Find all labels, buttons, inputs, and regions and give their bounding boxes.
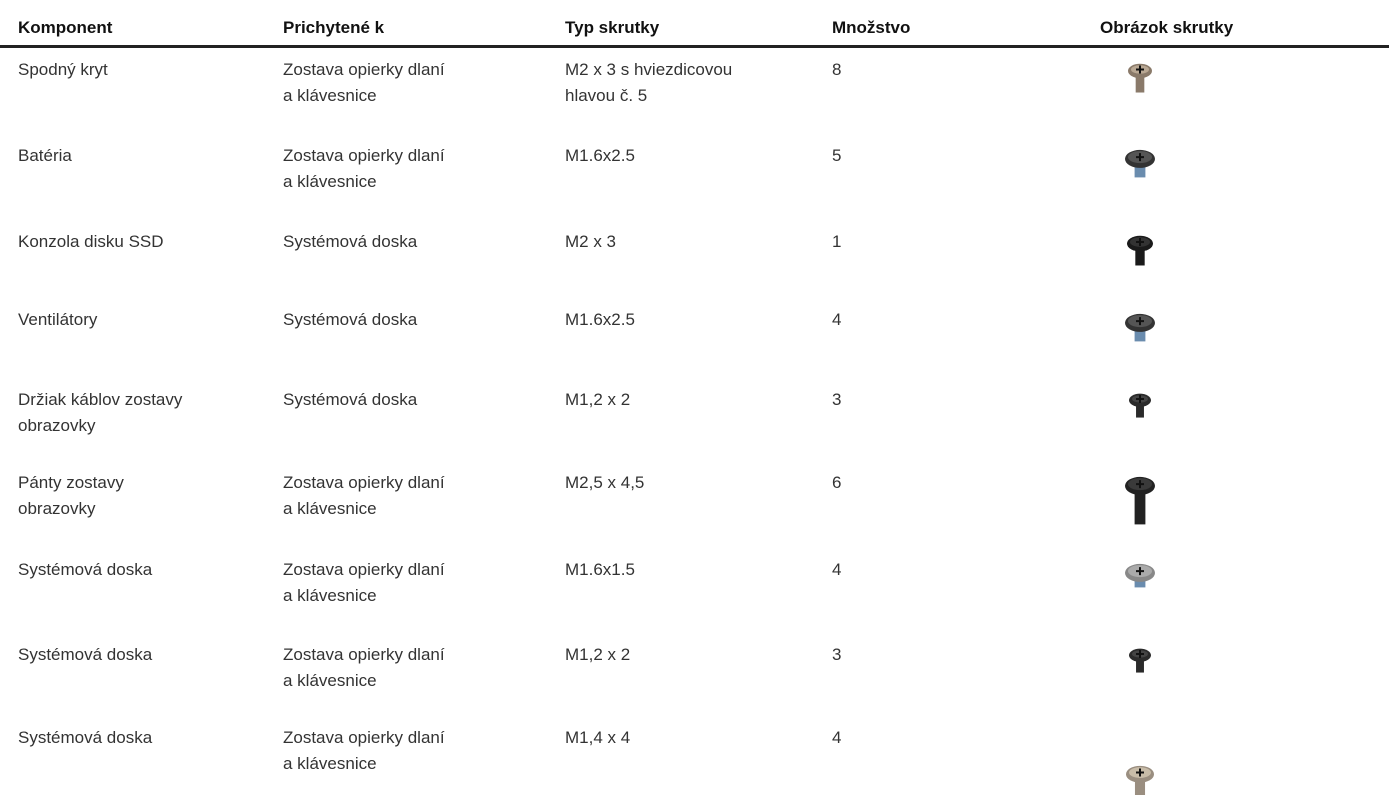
cell-line: M2,5 x 4,5 (565, 473, 645, 492)
cell-line: Zostava opierky dlaní (283, 60, 445, 79)
cell-line: a klávesnice (283, 671, 377, 690)
table-cell: Zostava opierky dlaní a klávesnice (283, 642, 445, 694)
cell-line: 1 (832, 232, 842, 251)
cell-line: M1,2 x 2 (565, 390, 631, 409)
table-cell: M2 x 3 s hviezdicovou hlavou č. 5 (565, 57, 732, 109)
cell-line: M1.6x2.5 (565, 310, 635, 329)
cell-line: 3 (832, 390, 842, 409)
table-cell: 4 (832, 725, 841, 751)
cell-line: Systémová doska (283, 232, 418, 251)
cell-line: 8 (832, 60, 842, 79)
table-cell: M2,5 x 4,5 (565, 470, 644, 496)
table-cell: Systémová doska (18, 725, 152, 751)
table-cell: M2 x 3 (565, 229, 616, 255)
cell-line: M1,2 x 2 (565, 645, 631, 664)
cell-line: 5 (832, 146, 842, 165)
table-cell: Systémová doska (283, 229, 417, 255)
cell-line: Systémová doska (18, 728, 153, 747)
table-cell: 8 (832, 57, 841, 83)
table-cell: 4 (832, 307, 841, 333)
table-cell: 1 (832, 229, 841, 255)
table-cell: M1.6x2.5 (565, 143, 635, 169)
cell-line: 4 (832, 728, 842, 747)
cell-line: 4 (832, 560, 842, 579)
screw-image (1125, 313, 1155, 342)
screw-image (1129, 648, 1151, 673)
column-header: Prichytené k (283, 18, 385, 37)
table-cell: M1.6x2.5 (565, 307, 635, 333)
screw-image (1125, 476, 1155, 525)
table-cell: M1,2 x 2 (565, 642, 630, 668)
table-cell: Držiak káblov zostavy obrazovky (18, 387, 182, 439)
table-cell: Zostava opierky dlaní a klávesnice (283, 143, 445, 195)
cell-line: Držiak káblov zostavy (18, 390, 183, 409)
column-header: Množstvo (832, 18, 911, 37)
cell-line: Systémová doska (283, 310, 418, 329)
table-cell: Zostava opierky dlaní a klávesnice (283, 557, 445, 609)
table-cell: Spodný kryt (18, 57, 108, 83)
table-cell: Konzola disku SSD (18, 229, 164, 255)
cell-line: a klávesnice (283, 586, 377, 605)
screw-image (1129, 393, 1151, 418)
screw-image (1128, 63, 1152, 93)
table-cell: Pánty zostavy obrazovky (18, 470, 124, 522)
table-cell: Systémová doska (18, 557, 152, 583)
cell-line: a klávesnice (283, 86, 377, 105)
cell-line: Spodný kryt (18, 60, 108, 79)
screw-image (1125, 563, 1155, 588)
table-cell: 4 (832, 557, 841, 583)
table-cell: M1,4 x 4 (565, 725, 630, 751)
table-cell: M1.6x1.5 (565, 557, 635, 583)
table-cell: 3 (832, 387, 841, 413)
table-cell: M1,2 x 2 (565, 387, 630, 413)
cell-line: obrazovky (18, 416, 96, 435)
table-cell: Zostava opierky dlaní a klávesnice (283, 57, 445, 109)
table-cell: Systémová doska (283, 307, 417, 333)
column-header: Komponent (18, 18, 113, 37)
cell-line: Zostava opierky dlaní (283, 473, 445, 492)
header-rule (0, 45, 1389, 48)
cell-line: a klávesnice (283, 754, 377, 773)
cell-line: Zostava opierky dlaní (283, 146, 445, 165)
cell-line: Ventilátory (18, 310, 98, 329)
table-cell: 6 (832, 470, 841, 496)
table-cell: Systémová doska (283, 387, 417, 413)
cell-line: Systémová doska (283, 390, 418, 409)
table-cell: Ventilátory (18, 307, 97, 333)
cell-line: a klávesnice (283, 499, 377, 518)
screw-image (1125, 149, 1155, 178)
cell-line: 6 (832, 473, 842, 492)
cell-line: M1.6x2.5 (565, 146, 635, 165)
cell-line: M1,4 x 4 (565, 728, 631, 747)
screw-image (1126, 765, 1154, 795)
cell-line: M2 x 3 s hviezdicovou (565, 60, 733, 79)
table-cell: Systémová doska (18, 642, 152, 668)
table-cell: 5 (832, 143, 841, 169)
cell-line: 4 (832, 310, 842, 329)
cell-line: obrazovky (18, 499, 96, 518)
cell-line: Systémová doska (18, 645, 153, 664)
cell-line: Konzola disku SSD (18, 232, 164, 251)
table-cell: Zostava opierky dlaní a klávesnice (283, 470, 445, 522)
cell-line: 3 (832, 645, 842, 664)
cell-line: Zostava opierky dlaní (283, 560, 445, 579)
cell-line: M1.6x1.5 (565, 560, 635, 579)
screw-image (1127, 235, 1153, 266)
cell-line: Zostava opierky dlaní (283, 645, 445, 664)
cell-line: Systémová doska (18, 560, 153, 579)
column-header: Typ skrutky (565, 18, 660, 37)
table-cell: Batéria (18, 143, 72, 169)
cell-line: Zostava opierky dlaní (283, 728, 445, 747)
table-cell: Zostava opierky dlaní a klávesnice (283, 725, 445, 777)
cell-line: a klávesnice (283, 172, 377, 191)
cell-line: M2 x 3 (565, 232, 617, 251)
cell-line: hlavou č. 5 (565, 86, 648, 105)
column-header: Obrázok skrutky (1100, 18, 1234, 37)
cell-line: Batéria (18, 146, 72, 165)
cell-line: Pánty zostavy (18, 473, 124, 492)
table-cell: 3 (832, 642, 841, 668)
